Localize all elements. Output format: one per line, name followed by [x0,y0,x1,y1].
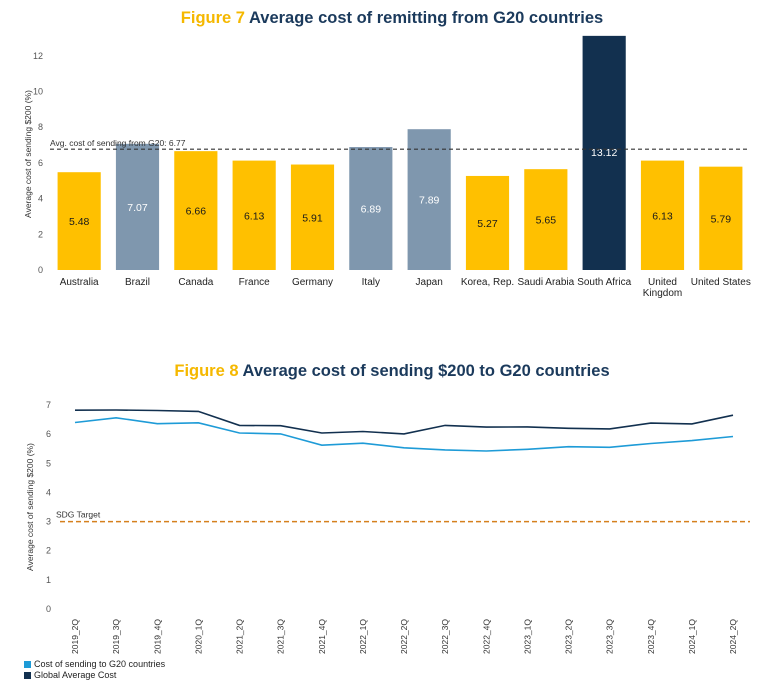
x-tick-label: 2023_3Q [605,619,615,654]
data-label: 6.13 [244,210,265,222]
legend-item-global: Global Average Cost [24,670,116,680]
data-label: 6.13 [652,210,673,222]
bar [582,35,626,271]
y-tick-label: 4 [38,194,43,204]
x-tick-label: 2022_2Q [399,619,409,654]
figure8-title-text: Average cost of sending $200 to G20 coun… [242,362,610,380]
y-tick-label: 6 [38,158,43,168]
x-tick-label: 2022_4Q [481,619,491,654]
x-tick-label: 2021_2Q [235,619,245,654]
y-axis-label: Average cost of sending $200 (%) [23,90,33,218]
legend-label-g20: Cost of sending to G20 countries [34,659,166,669]
y-tick-label: 2 [46,546,51,556]
legend-swatch-g20 [24,660,31,668]
y-axis-label: Average cost of sending $200 (%) [25,443,35,571]
x-tick-label: Kingdom [643,288,682,299]
x-tick-label: Japan [416,277,443,288]
x-tick-label: 2021_4Q [317,619,327,654]
data-label: 6.89 [361,204,382,216]
figure8-number: Figure 8 [174,362,239,380]
data-label: 5.65 [536,215,557,227]
x-tick-label: Brazil [125,277,150,288]
x-tick-label: Australia [60,277,99,288]
x-tick-label: South Africa [577,277,631,288]
figure7-number: Figure 7 [180,9,245,27]
figure8-title: Figure 8 Average cost of sending $200 to… [0,362,784,381]
y-tick-label: 4 [46,487,51,497]
bar [115,143,160,270]
sdg-target-label: SDG Target [56,510,101,520]
bar [465,175,510,270]
y-tick-label: 10 [33,87,43,97]
y-tick-label: 0 [46,604,51,614]
data-label: 6.66 [186,206,207,218]
figure7-title-text: Average cost of remitting from G20 count… [248,9,604,27]
x-tick-label: 2024_1Q [687,619,697,654]
x-tick-label: 2022_3Q [440,619,450,654]
x-tick-label: 2021_3Q [276,619,286,654]
bar [57,172,101,270]
data-label: 13.12 [591,147,617,159]
y-tick-label: 3 [46,517,51,527]
bar [290,164,335,270]
data-label: 5.79 [711,213,732,225]
data-label: 5.91 [302,212,323,224]
y-tick-label: 0 [38,265,43,275]
x-tick-label: 2023_1Q [522,619,532,654]
bar [640,160,685,270]
x-tick-label: Italy [362,277,380,288]
bar-chart: 0 2 4 6 8 10 12 Average cost of sending $200 (%… [23,35,751,299]
series-line-global [74,409,734,435]
x-tick-label: 2024_2Q [728,619,738,654]
y-tick-label: 5 [46,458,51,468]
x-tick-label: 2019_3Q [111,619,121,654]
x-tick-label: United [648,277,677,288]
y-tick-label: 1 [46,575,51,585]
x-tick-label: United States [691,277,751,288]
x-tick-label: Korea, Rep. [461,277,514,288]
bar [699,166,743,270]
y-tick-label: 7 [46,400,51,410]
x-tick-label: Canada [178,277,213,288]
x-tick-label: 2023_2Q [564,619,574,654]
bar [407,129,451,270]
legend-swatch-global [24,671,31,679]
bar [174,151,218,270]
data-label: 5.27 [477,218,498,230]
x-tick-label: 2019_4Q [152,619,162,654]
data-label: 7.89 [419,195,440,207]
x-tick-label: 2023_4Q [646,619,656,654]
series-line-g20 [74,416,734,452]
data-label: 5.48 [69,216,90,228]
y-tick-label: 8 [38,122,43,132]
figure7-title: Figure 7 Average cost of remitting from … [0,9,784,28]
reference-line-label: Avg. cost of sending from G20: 6.77 [50,138,186,148]
x-tick-label: 2019_2Q [70,619,80,654]
x-tick-label: 2020_1Q [193,619,203,654]
bar [349,147,393,270]
y-tick-label: 12 [33,51,43,61]
bar [524,169,568,270]
x-tick-label: 2022_1Q [358,619,368,654]
y-tick-label: 2 [38,229,43,239]
legend-item-g20: Cost of sending to G20 countries [24,659,165,669]
x-tick-label: France [239,277,271,288]
y-tick-label: 6 [46,429,51,439]
x-tick-label: Saudi Arabia [517,277,574,288]
data-label: 7.07 [127,202,148,214]
bar [232,160,276,270]
legend-label-global: Global Average Cost [34,670,117,680]
x-tick-label: Germany [292,277,333,288]
